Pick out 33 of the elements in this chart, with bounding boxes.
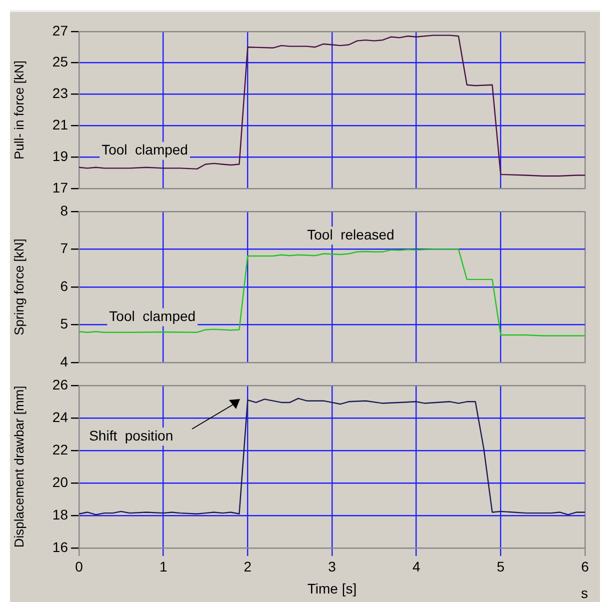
x-tick-label: 0 [75,558,84,574]
y-tick-label: 8 [60,202,68,218]
text: s [581,584,588,601]
y-tick-label: 21 [52,116,68,133]
y-tick-label: 27 [52,22,68,38]
annotation: Tool clamped [109,308,196,324]
annotation: Tool clamped [102,142,188,158]
y-tick-label: 18 [52,506,68,522]
x-tick-label: 3 [328,558,336,574]
x-tick-label: 5 [496,558,505,574]
y-tick-label: 26 [52,376,68,392]
y-tick-label: 4 [60,353,68,370]
y-tick-label: 22 [52,441,68,458]
x-tick-label: 4 [412,558,420,574]
y-axis-title: Spring force [kN] [11,238,26,336]
annotation: Tool released [307,226,394,242]
y-tick-label: 20 [52,474,68,490]
y-tick-label: 24 [52,408,68,425]
y-tick-label: 5 [60,316,68,332]
y-tick-label: 7 [60,240,68,256]
x-tick-label: 1 [159,558,168,574]
y-axis-title: Pull- in force [kN] [11,60,26,160]
y-tick-label: 6 [60,278,68,294]
y-axis-title: Displacement drawbar [mm] [11,386,26,548]
x-axis-title: Time [s] [307,580,357,596]
y-tick-label: 25 [52,54,68,70]
y-tick-label: 19 [52,148,68,164]
y-tick-label: 17 [52,179,68,196]
y-tick-label: 16 [52,538,68,555]
x-tick-label: 2 [244,558,252,574]
y-tick-label: 23 [52,85,68,102]
annotation: Shift position [89,427,174,444]
x-tick-label: 6 [581,558,590,574]
